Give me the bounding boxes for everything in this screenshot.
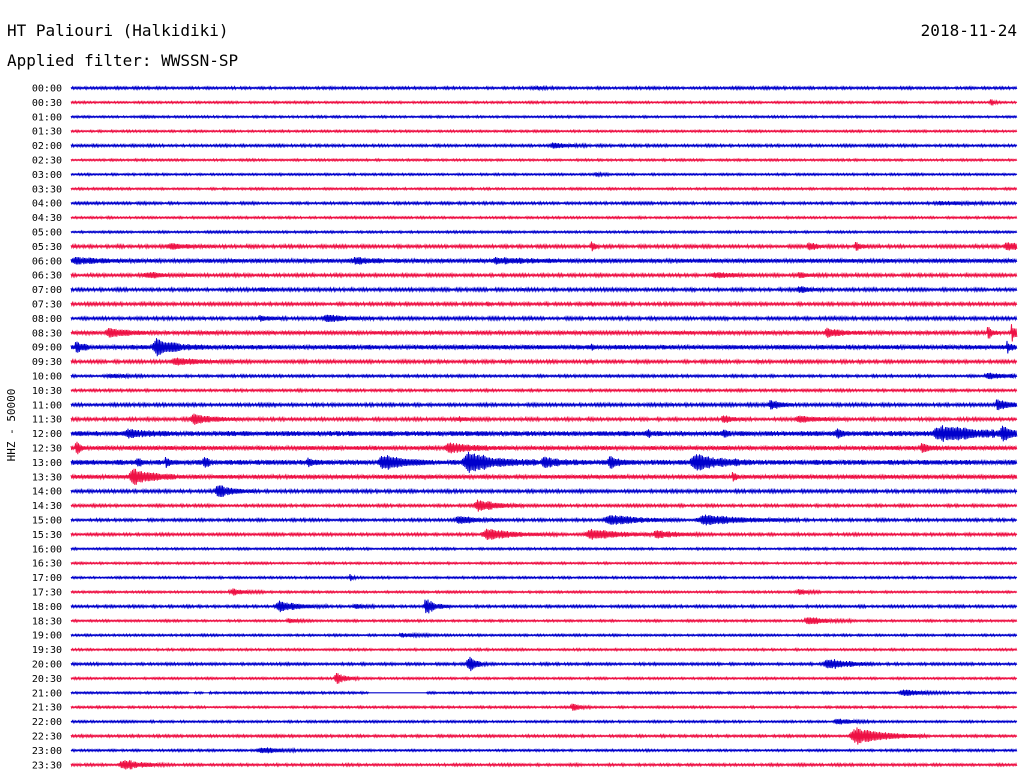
row-label-1630: 16:30 bbox=[32, 559, 62, 570]
row-label-2200: 22:00 bbox=[32, 717, 62, 728]
row-label-1100: 11:00 bbox=[32, 400, 62, 411]
row-labels: 00:00 00:30 01:00 01:30 02:00 02:30 03:00 03:30… bbox=[32, 84, 62, 772]
row-label-0700: 07:00 bbox=[32, 285, 62, 296]
row-label-0930: 09:30 bbox=[32, 357, 62, 368]
row-label-2130: 21:30 bbox=[32, 703, 62, 714]
row-label-1000: 10:00 bbox=[32, 372, 62, 383]
row-label-0400: 04:00 bbox=[32, 199, 62, 210]
row-label-1930: 19:30 bbox=[32, 645, 62, 656]
row-label-0430: 04:30 bbox=[32, 213, 62, 224]
row-label-0230: 02:30 bbox=[32, 156, 62, 167]
row-label-1830: 18:30 bbox=[32, 616, 62, 627]
traces bbox=[70, 84, 1018, 770]
row-label-0900: 09:00 bbox=[32, 343, 62, 354]
row-label-1200: 12:00 bbox=[32, 429, 62, 440]
row-label-0800: 08:00 bbox=[32, 314, 62, 325]
row-label-2000: 20:00 bbox=[32, 660, 62, 671]
row-label-2330: 23:30 bbox=[32, 760, 62, 771]
row-label-0530: 05:30 bbox=[32, 242, 62, 253]
row-label-0830: 08:30 bbox=[32, 328, 62, 339]
row-label-0200: 02:00 bbox=[32, 141, 62, 152]
row-label-0600: 06:00 bbox=[32, 256, 62, 267]
row-label-0300: 03:00 bbox=[32, 170, 62, 181]
row-label-1700: 17:00 bbox=[32, 573, 62, 584]
row-label-1330: 13:30 bbox=[32, 472, 62, 483]
row-label-1300: 13:00 bbox=[32, 458, 62, 469]
row-label-1600: 16:00 bbox=[32, 544, 62, 555]
record-date: 2018-11-24 bbox=[920, 21, 1017, 40]
row-label-1400: 14:00 bbox=[32, 487, 62, 498]
row-label-0130: 01:30 bbox=[32, 127, 62, 138]
row-label-1800: 18:00 bbox=[32, 602, 62, 613]
row-label-0000: 00:00 bbox=[32, 84, 62, 95]
row-label-1730: 17:30 bbox=[32, 588, 62, 599]
row-label-2300: 23:00 bbox=[32, 746, 62, 757]
row-label-1030: 10:30 bbox=[32, 386, 62, 397]
row-label-1430: 14:30 bbox=[32, 501, 62, 512]
row-label-2030: 20:30 bbox=[32, 674, 62, 685]
row-label-0630: 06:30 bbox=[32, 271, 62, 282]
row-label-1500: 15:00 bbox=[32, 516, 62, 527]
row-label-1900: 19:00 bbox=[32, 631, 62, 642]
row-label-0330: 03:30 bbox=[32, 184, 62, 195]
y-axis-label: HHZ - 50000 bbox=[5, 389, 18, 462]
row-label-0100: 01:00 bbox=[32, 112, 62, 123]
row-label-1530: 15:30 bbox=[32, 530, 62, 541]
row-label-0500: 05:00 bbox=[32, 228, 62, 239]
row-label-0030: 00:30 bbox=[32, 98, 62, 109]
row-label-1230: 12:30 bbox=[32, 444, 62, 455]
station-title: HT Paliouri (Halkidiki) bbox=[7, 21, 229, 40]
row-label-1130: 11:30 bbox=[32, 415, 62, 426]
row-label-0730: 07:30 bbox=[32, 300, 62, 311]
row-label-2100: 21:00 bbox=[32, 688, 62, 699]
filter-label: Applied filter: WWSSN-SP bbox=[7, 51, 239, 70]
row-label-2230: 22:30 bbox=[32, 732, 62, 743]
